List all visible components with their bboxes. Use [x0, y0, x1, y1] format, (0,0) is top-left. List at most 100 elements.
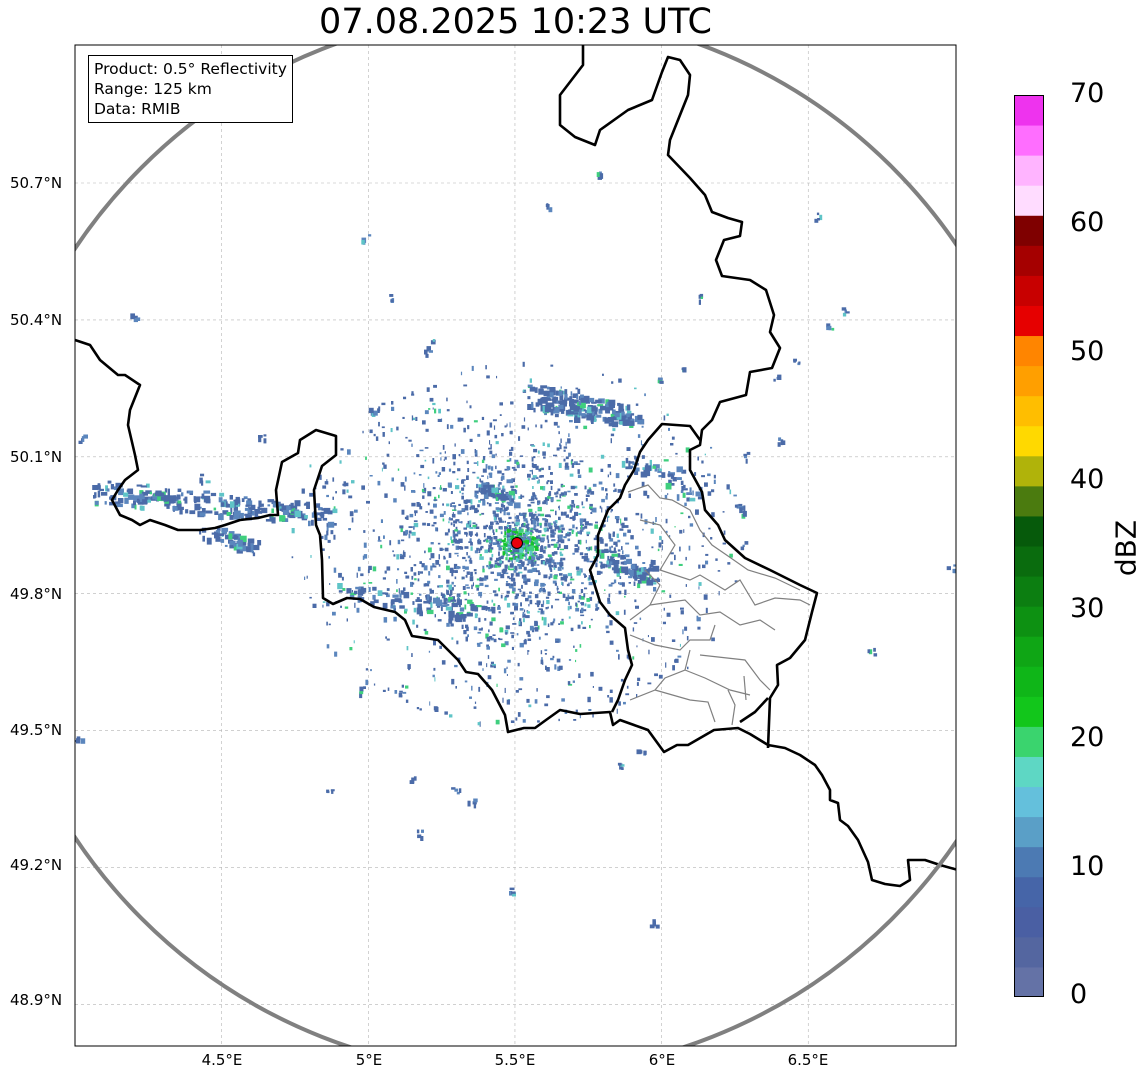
echo-pixel [435, 599, 443, 606]
echo-pixel [538, 468, 542, 472]
echo-pixel [422, 420, 426, 425]
echo-pixel [629, 424, 634, 428]
echo-pixel [607, 695, 610, 698]
echo-pixel [637, 677, 641, 682]
echo-pixel [736, 504, 740, 509]
echo-pixel [604, 543, 608, 547]
echo-pixel [467, 512, 469, 516]
echo-pixel [323, 507, 331, 514]
echo-pixel [478, 661, 482, 666]
echo-pixel [589, 560, 594, 563]
echo-pixel [745, 458, 748, 464]
echo-pixel [577, 546, 580, 551]
echo-pixel [446, 584, 450, 588]
echo-pixel [867, 649, 871, 654]
echo-pixel [664, 494, 668, 500]
echo-pixel [491, 606, 496, 612]
echo-pixel [370, 411, 373, 416]
echo-pixel [530, 563, 534, 567]
echo-pixel [477, 504, 480, 508]
echo-pixel [566, 583, 570, 587]
echo-pixel [508, 537, 512, 540]
echo-pixel [509, 557, 513, 560]
echo-pixel [611, 582, 614, 585]
echo-pixel [580, 525, 583, 529]
echo-pixel [424, 410, 429, 415]
echo-pixel [427, 547, 432, 553]
echo-pixel [515, 485, 518, 488]
echo-pixel [532, 493, 536, 497]
echo-pixel [494, 593, 499, 597]
echo-pixel [544, 419, 548, 423]
echo-pixel [466, 400, 468, 404]
echo-pixel [572, 412, 579, 415]
echo-pixel [467, 634, 469, 638]
echo-pixel [143, 496, 151, 502]
echo-pixel [567, 681, 571, 685]
echo-pixel [338, 572, 342, 578]
echo-pixel [619, 421, 624, 425]
echo-pixel [621, 582, 625, 587]
echo-pixel [476, 476, 480, 479]
echo-pixel [493, 603, 496, 606]
echo-pixel [393, 554, 396, 557]
echo-pixel [634, 572, 637, 578]
echo-pixel [533, 537, 537, 541]
echo-pixel [510, 632, 515, 634]
echo-pixel [348, 528, 351, 531]
echo-pixel [560, 576, 565, 581]
echo-pixel [473, 569, 477, 572]
echo-pixel [535, 465, 539, 470]
echo-pixel [330, 530, 334, 535]
echo-pixel [489, 450, 493, 455]
echo-pixel [383, 617, 388, 623]
lat-tick-label: 50.4°N [10, 311, 63, 329]
echo-pixel [504, 538, 506, 540]
colorbar-segment [1014, 245, 1044, 276]
echo-pixel [534, 602, 537, 605]
echo-pixel [627, 529, 631, 533]
echo-pixel [326, 602, 330, 607]
echo-pixel [544, 561, 547, 566]
echo-pixel [116, 503, 123, 508]
echo-pixel [582, 506, 585, 509]
echo-pixel [524, 546, 529, 549]
echo-pixel [565, 596, 569, 600]
echo-pixel [703, 594, 708, 600]
echo-pixel [555, 390, 559, 395]
echo-pixel [613, 567, 618, 573]
echo-pixel [563, 446, 568, 449]
echo-pixel [620, 411, 625, 416]
echo-pixel [490, 444, 492, 449]
echo-pixel [575, 709, 578, 713]
colorbar-segment [1014, 666, 1044, 697]
echo-pixel [243, 496, 248, 500]
echo-pixel [450, 491, 453, 494]
echo-pixel [649, 459, 652, 467]
echo-pixel [548, 491, 552, 496]
echo-pixel [438, 408, 441, 414]
echo-pixel [464, 505, 469, 511]
echo-pixel [477, 722, 481, 726]
echo-pixel [678, 563, 683, 566]
echo-pixel [497, 606, 501, 610]
echo-pixel [651, 560, 656, 565]
echo-pixel [230, 507, 233, 515]
echo-pixel [521, 495, 525, 498]
echo-pixel [543, 621, 547, 626]
echo-pixel [494, 502, 499, 504]
echo-pixel [535, 516, 539, 520]
echo-pixel [453, 520, 458, 524]
echo-pixel [496, 557, 499, 562]
echo-pixel [508, 490, 515, 496]
echo-pixel [488, 544, 492, 549]
echo-pixel [447, 543, 450, 546]
echo-pixel [596, 414, 602, 418]
echo-pixel [458, 454, 461, 457]
echo-pixel [397, 468, 400, 471]
echo-pixel [574, 511, 579, 516]
echo-pixel [439, 645, 442, 649]
echo-pixel [524, 389, 526, 392]
echo-pixel [612, 416, 619, 421]
echo-pixel [527, 569, 530, 573]
